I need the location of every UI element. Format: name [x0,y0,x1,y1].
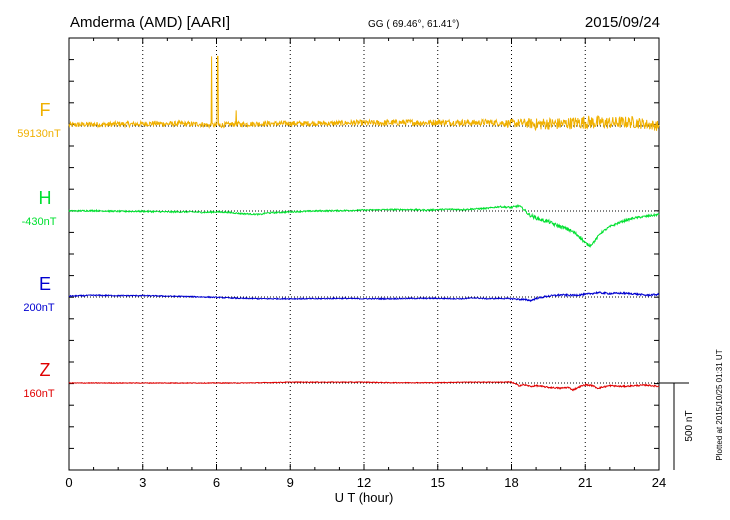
x-tick-label: 24 [652,475,666,490]
x-tick-label: 12 [357,475,371,490]
date-label: 2015/09/24 [585,14,660,31]
x-tick-label: 21 [578,475,592,490]
baseline-value-h: -430nT [22,216,57,228]
plotted-timestamp: Plotted at 2015/10/25 01:31 UT [715,349,724,460]
trace-h [68,203,660,248]
station-title: Amderma (AMD) [AARI] [70,14,230,31]
trace-z [68,380,660,392]
trace-labels: F 59130nT H -430nT E 200nT Z 160nT [17,100,61,400]
x-tick-label: 6 [213,475,220,490]
baseline-value-z: 160nT [23,388,54,400]
x-tick-label: 18 [504,475,518,490]
x-tick-label: 15 [431,475,445,490]
x-tick-label: 3 [139,475,146,490]
x-axis-label: U T (hour) [335,490,394,505]
vertical-grid [142,38,586,470]
x-tick-label: 0 [65,475,72,490]
baseline-value-f: 59130nT [17,128,61,140]
traces [68,55,660,392]
series-name-f: F [40,100,51,120]
trace-e [68,290,660,303]
trace-f [68,55,660,132]
x-tick-labels: 0 3 6 9 12 15 18 21 24 [65,475,666,490]
series-name-e: E [39,274,51,294]
coordinates-label: GG ( 69.46°, 61.41°) [368,19,459,30]
scale-bar-label: 500 nT [684,410,695,441]
series-name-h: H [39,188,52,208]
scale-bar: 500 nT [659,382,695,470]
axis-ticks [68,38,660,470]
series-name-z: Z [40,360,51,380]
baseline-value-e: 200nT [23,302,54,314]
x-tick-label: 9 [287,475,294,490]
